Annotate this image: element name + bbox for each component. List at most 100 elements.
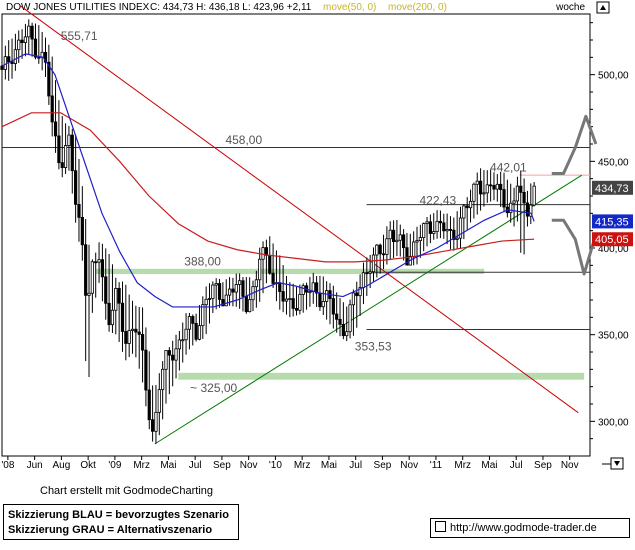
- candle-body: [161, 368, 165, 391]
- candle-body: [258, 258, 262, 281]
- x-tick-label: '11: [430, 460, 443, 471]
- x-tick-label: Okt: [80, 460, 96, 471]
- candle-body: [331, 298, 335, 315]
- y-tick-label: 300,00: [598, 417, 629, 428]
- candle-body: [395, 239, 399, 243]
- candle-body: [187, 316, 192, 330]
- candle-body: [221, 299, 225, 307]
- candle-body: [74, 170, 78, 205]
- x-tick-label: Sep: [374, 460, 392, 471]
- candle-body: [17, 39, 21, 51]
- candle-body: [435, 220, 439, 232]
- candle-body: [10, 61, 14, 64]
- value-tag-label: 434,73: [595, 183, 629, 195]
- candle-body: [458, 217, 463, 239]
- candle-body: [57, 135, 61, 164]
- y-tick-label: 450,00: [598, 157, 629, 168]
- candle-body: [50, 95, 54, 123]
- level-label-458: 458,00: [225, 133, 262, 147]
- candle-body: [23, 36, 28, 44]
- candle-body: [345, 331, 349, 337]
- x-tick-label: Mrz: [294, 460, 311, 471]
- candle-body: [217, 283, 222, 300]
- scenario-grau-unten: [551, 218, 598, 276]
- candle-body: [335, 313, 339, 320]
- candle-body: [94, 261, 98, 264]
- candle-body: [100, 259, 105, 278]
- x-tick-label: '08: [1, 460, 14, 471]
- scenario-grau-oben: [551, 114, 598, 175]
- candle-body: [499, 183, 503, 190]
- candle-body: [53, 121, 58, 137]
- candle-body: [512, 200, 516, 204]
- x-tick-label: Mrz: [454, 460, 471, 471]
- candle-body: [70, 134, 74, 172]
- candle-body: [174, 348, 178, 361]
- candle-body: [231, 288, 235, 293]
- candle-body: [30, 25, 34, 40]
- candle-body: [415, 240, 419, 243]
- x-tick-label: '10: [269, 460, 282, 471]
- website-link[interactable]: http://www.godmode-trader.de: [430, 518, 630, 538]
- candle-body: [378, 244, 382, 255]
- candle-body: [151, 419, 155, 432]
- candle-body: [3, 56, 7, 70]
- candle-body: [472, 183, 476, 202]
- external-link-icon: [435, 521, 446, 532]
- candle-body: [238, 280, 242, 285]
- candle-body: [321, 301, 325, 308]
- candle-body: [164, 350, 168, 370]
- header-ma50: move(50, 0): [323, 2, 376, 13]
- candle-body: [318, 292, 322, 308]
- candle-body: [271, 272, 275, 284]
- candle-body: [27, 25, 31, 38]
- candle-body: [214, 283, 218, 286]
- candle-body: [358, 287, 362, 297]
- x-tick-label: Jul: [510, 460, 523, 471]
- ma50-line: [1, 53, 535, 308]
- candle-body: [87, 292, 91, 296]
- candle-body: [47, 61, 51, 97]
- candle-body: [254, 279, 258, 288]
- candle-body: [120, 302, 125, 332]
- value-tag-price: [592, 180, 633, 195]
- candle-body: [495, 183, 499, 190]
- candle-body: [522, 191, 526, 204]
- candle-body: [134, 328, 138, 333]
- candle-body: [60, 162, 64, 168]
- x-tick-label: Sep: [213, 460, 231, 471]
- annotation-label: 353,53: [355, 339, 392, 353]
- candle-body: [63, 145, 68, 168]
- candle-body: [432, 231, 436, 234]
- downtrend-line: [19, 4, 579, 414]
- candle-body: [20, 39, 24, 44]
- candle-body: [154, 411, 158, 432]
- value-tag-label: 405,05: [595, 234, 629, 246]
- scenario-legend: Skizzierung BLAU = bevorzugtes Szenario …: [3, 504, 239, 540]
- candle-body: [184, 328, 188, 341]
- candle-body: [241, 280, 245, 297]
- candle-body: [268, 254, 272, 274]
- candle-body: [325, 290, 329, 302]
- candle-body: [361, 272, 366, 288]
- candle-body: [177, 339, 181, 350]
- candle-body: [301, 285, 305, 295]
- candle-body: [0, 65, 4, 70]
- candle-body: [478, 180, 483, 195]
- candle-body: [124, 331, 128, 344]
- candle-body: [348, 304, 352, 333]
- x-tick-label: Nov: [400, 460, 418, 471]
- header-instrument: DOW JONES UTILITIES INDEX: [6, 2, 150, 13]
- support-zone: [178, 372, 585, 380]
- candle-body: [375, 244, 379, 256]
- candle-body: [7, 56, 11, 63]
- candle-body: [224, 294, 228, 307]
- candle-body: [90, 261, 94, 294]
- candle-body: [204, 298, 208, 306]
- candle-body: [227, 288, 232, 296]
- candle-body: [278, 282, 282, 292]
- arrow-up-icon: [600, 5, 606, 10]
- candle-body: [388, 229, 392, 240]
- y-tick-label: 400,00: [598, 244, 629, 255]
